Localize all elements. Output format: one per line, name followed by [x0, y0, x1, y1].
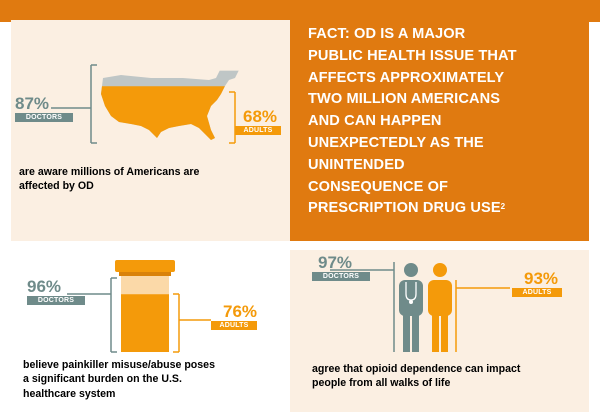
- top-bar: [0, 0, 600, 22]
- doctors-label: DOCTORS: [15, 113, 73, 122]
- bottle-cap-icon: [115, 260, 175, 272]
- panel-us-awareness: 87% DOCTORS 68% ADULTS are aware million…: [11, 20, 290, 241]
- adults-percent: 76%: [223, 302, 258, 321]
- adults-label: ADULTS: [235, 126, 281, 135]
- adults-percent: 93%: [524, 269, 559, 288]
- doctors-label: DOCTORS: [312, 272, 370, 281]
- bottle-caption: believe painkiller misuse/abuse poses a …: [23, 358, 215, 401]
- us-caption: are aware millions of Americans are affe…: [19, 165, 199, 194]
- panel-fact: FACT: OD IS A MAJOR PUBLIC HEALTH ISSUE …: [290, 20, 589, 241]
- doctors-percent: 87%: [15, 94, 50, 113]
- fact-line: UNEXPECTEDLY AS THE: [308, 134, 484, 151]
- doctors-percent: 96%: [27, 277, 62, 296]
- doctors-percent: 97%: [318, 253, 353, 272]
- adult-icon: [428, 263, 452, 352]
- fact-line: TWO MILLION AMERICANS: [308, 91, 501, 108]
- bottle-caption-line: a significant burden on the U.S.: [23, 373, 182, 386]
- fact-footnote: 2: [500, 202, 506, 212]
- adults-label: ADULTS: [512, 288, 562, 297]
- fact-line: AFFECTS APPROXIMATELY: [308, 69, 505, 86]
- pill-bottle-graphic: [67, 260, 211, 353]
- fact-text: FACT: OD IS A MAJOR PUBLIC HEALTH ISSUE …: [308, 24, 583, 220]
- adults-percent: 68%: [243, 107, 278, 126]
- us-map-graphic: [51, 64, 239, 144]
- doctors-label: DOCTORS: [27, 296, 85, 305]
- panel-people-impact: 97% DOCTORS 93% ADULTS agree that opioid…: [290, 250, 589, 412]
- doctor-icon: [399, 263, 423, 352]
- people-caption-line: agree that opioid dependence can impact: [312, 363, 521, 375]
- people-graphic: [330, 262, 510, 352]
- bottle-caption-line: healthcare system: [23, 387, 116, 400]
- fact-line: OD IS A MAJOR: [349, 26, 466, 42]
- adults-label: ADULTS: [211, 321, 257, 330]
- fact-line: PUBLIC HEALTH ISSUE THAT: [308, 47, 517, 64]
- panel-bottle-burden: 96% DOCTORS 76% ADULTS believe painkille…: [11, 250, 290, 412]
- bottle-caption-line: believe painkiller misuse/abuse poses: [23, 359, 215, 371]
- fact-line: UNINTENDED: [308, 156, 405, 173]
- us-caption-line: are aware millions of Americans are: [19, 166, 200, 178]
- fact-lead: FACT:: [308, 26, 350, 42]
- fact-line: PRESCRIPTION DRUG USE: [308, 200, 501, 217]
- fact-line: AND CAN HAPPEN: [308, 113, 442, 130]
- people-caption: agree that opioid dependence can impact …: [312, 362, 520, 391]
- fact-line: CONSEQUENCE OF: [308, 178, 449, 195]
- people-caption-line: people from all walks of life: [312, 377, 451, 390]
- us-caption-line: affected by OD: [19, 180, 94, 193]
